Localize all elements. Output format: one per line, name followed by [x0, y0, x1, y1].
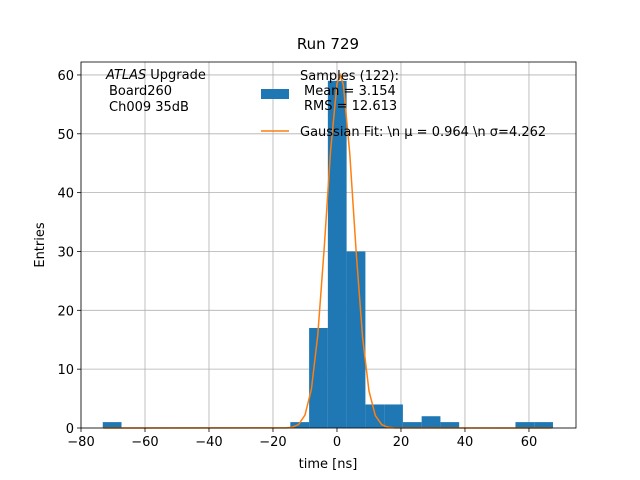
x-tick-label: 20	[393, 435, 410, 450]
legend-label: RMS = 12.613	[304, 99, 397, 114]
y-tick-label: 40	[57, 187, 74, 202]
y-tick-label: 0	[66, 422, 74, 437]
y-tick-label: 30	[57, 245, 74, 260]
y-tick-label: 10	[57, 363, 74, 378]
legend-swatch	[261, 89, 289, 99]
bar	[346, 251, 366, 428]
bar	[440, 422, 460, 428]
legend-label: Mean = 3.154	[304, 84, 396, 99]
bar	[402, 422, 422, 428]
x-tick-label: 0	[333, 435, 341, 450]
y-tick-label: 50	[57, 128, 74, 143]
bar	[515, 422, 535, 428]
legend-label: Samples (122):	[300, 69, 399, 84]
annotation-emph: ATLAS	[105, 68, 146, 83]
annotation-text: Ch009 35dB	[109, 100, 189, 115]
bar	[290, 422, 310, 428]
annotation-text: Board260	[109, 84, 172, 99]
x-tick-label: −40	[195, 435, 222, 450]
bar	[384, 404, 403, 428]
bar	[102, 422, 122, 428]
x-tick-label: 60	[521, 435, 538, 450]
x-tick-label: −20	[259, 435, 286, 450]
annotation: ATLAS Upgrade	[105, 68, 206, 83]
legend-label: Gaussian Fit: \n μ = 0.964 \n σ=4.262	[300, 125, 546, 140]
chart-title: Run 729	[297, 35, 359, 53]
x-axis-label: time [ns]	[299, 457, 358, 472]
y-tick-label: 20	[57, 304, 74, 319]
y-axis-label: Entries	[33, 222, 48, 268]
x-tick-label: −80	[67, 435, 94, 450]
axes-frame	[80, 61, 577, 429]
bar	[421, 416, 441, 428]
x-tick-label: 40	[457, 435, 474, 450]
bar	[327, 80, 347, 428]
fit-line	[103, 72, 552, 429]
x-tick-label: −60	[131, 435, 158, 450]
bar	[534, 422, 553, 428]
bar	[309, 327, 328, 428]
y-tick-label: 60	[57, 69, 74, 84]
annotation-text: Upgrade	[150, 68, 206, 83]
